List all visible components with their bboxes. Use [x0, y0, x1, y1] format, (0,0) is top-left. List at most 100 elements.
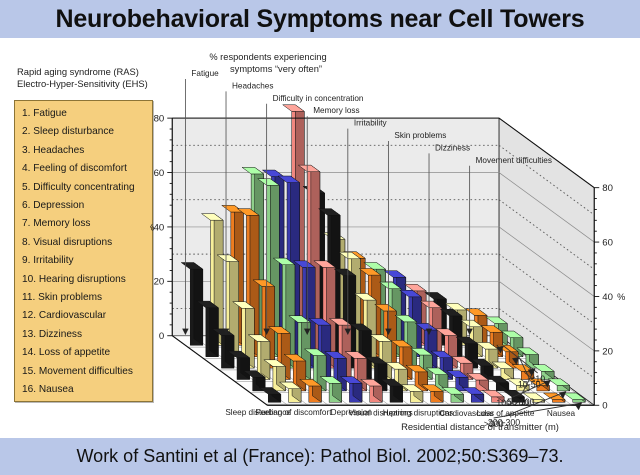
list-item: 11. Skin problems — [22, 292, 103, 304]
bar-top — [401, 384, 424, 392]
bar-chart-3d: 0 0 20 20 40 40 60 60 80 80%% % respondents experi… — [150, 42, 640, 438]
page-title: Neurobehavioral Symptoms near Cell Tower… — [55, 4, 585, 33]
distance-label: 200-300 — [488, 418, 520, 428]
symptom-list: 1. Fatigue 2. Sleep disturbance 3. Heada… — [14, 100, 153, 402]
bar-top — [507, 378, 530, 386]
arrow-head-icon — [574, 402, 582, 411]
chart-note-line-2: symptoms “very often” — [230, 64, 322, 74]
header-band: Neurobehavioral Symptoms near Cell Tower… — [0, 0, 640, 38]
bar-top — [340, 376, 363, 384]
bar-top — [273, 257, 296, 265]
list-item: 7. Memory loss — [22, 218, 91, 230]
category-label-bottom: Feeling of discomfort — [255, 408, 332, 417]
category-label-top: Memory loss — [313, 106, 359, 115]
bar-top — [268, 326, 291, 334]
bar-top — [466, 373, 489, 381]
bar-top — [444, 303, 467, 311]
bar-top — [440, 309, 463, 317]
bar-top — [527, 378, 550, 386]
bar-top — [480, 325, 503, 333]
bar-top — [288, 315, 311, 323]
arrow-head-icon — [385, 328, 392, 335]
bar-top — [237, 208, 260, 216]
arrow-head-icon — [304, 328, 311, 335]
y-tick-label-right: 40 — [602, 292, 613, 303]
bar-top — [455, 336, 478, 344]
bar-top — [380, 379, 403, 387]
bar-top — [430, 350, 453, 358]
arrow-head-icon — [425, 328, 433, 335]
bar-top — [252, 279, 275, 287]
bar-top — [435, 328, 458, 336]
arrow-head-icon — [527, 368, 536, 376]
bar-top — [279, 381, 302, 389]
bar-top — [374, 304, 397, 312]
bar-top — [241, 167, 264, 175]
y-tick-label-right: 0 — [602, 401, 607, 412]
distance-label: 50-100 — [507, 397, 534, 407]
bar-top — [491, 361, 514, 369]
bar-top — [441, 387, 464, 395]
bar-top — [358, 268, 382, 276]
arrow-head-icon — [222, 328, 230, 335]
category-label-top: Irritability — [354, 119, 388, 128]
chart-axes: 0 0 20 20 40 40 60 60 80 80%% % respondents experi… — [150, 52, 625, 432]
bar-top — [248, 334, 271, 342]
bar-top — [232, 301, 255, 309]
distance-label: <10 — [530, 374, 545, 384]
y-tick-label-right: 80 — [602, 183, 613, 194]
bar-top — [313, 260, 336, 268]
bar-top — [304, 348, 327, 356]
bar-top — [308, 318, 332, 326]
legend-heading-line-2: Electro-Hyper-Sensitivity (EHS) — [17, 78, 148, 90]
y-tick-label-left: 20 — [154, 277, 165, 288]
category-label-bottom: Loss of appetite — [477, 409, 535, 418]
y-axis-title-left: % — [150, 222, 154, 232]
bar-top — [532, 364, 555, 372]
bar-top — [446, 370, 469, 378]
list-item: 4. Feeling of discomfort — [22, 163, 127, 175]
category-label-top: Difficulty in concentration — [273, 94, 364, 103]
bar-top — [465, 308, 488, 316]
bar-top — [385, 362, 408, 370]
bar-top — [227, 350, 250, 358]
y-tick-label-left: 60 — [154, 168, 165, 179]
category-label-bottom: Hearing disruptions — [383, 409, 454, 418]
bar-top — [282, 104, 305, 112]
bar-top — [354, 293, 377, 301]
category-label-top: Fatigue — [191, 69, 219, 78]
bar-top — [485, 316, 508, 324]
bar-top — [369, 334, 392, 342]
chart-canvas: 0 0 20 20 40 40 60 60 80 80%% % respondents experi… — [150, 52, 625, 432]
list-item: 2. Sleep disturbance — [22, 126, 115, 138]
arrow-head-icon — [558, 391, 567, 399]
bar-top — [471, 359, 494, 367]
category-label-top: Movement difficulties — [476, 156, 552, 165]
bar-top — [319, 376, 342, 384]
list-item: 6. Depression — [22, 200, 85, 212]
y-tick-label-right: 20 — [602, 346, 613, 357]
category-label-top: Dizziness — [435, 143, 470, 152]
distance-label: 10-50 — [518, 379, 541, 389]
chart-note-line-1: % respondents experiencing — [209, 52, 326, 62]
bar-top — [221, 205, 244, 213]
bar-top — [324, 351, 347, 359]
bar-top — [424, 292, 447, 300]
citation-text: Work of Santini et al (France): Pathol B… — [76, 446, 564, 466]
bar-top — [344, 351, 367, 359]
category-label-bottom: Cardiovascular — [439, 409, 494, 418]
bar-top — [318, 208, 341, 216]
bar-top — [399, 290, 422, 298]
bar-top — [390, 340, 413, 348]
bar-top — [299, 379, 322, 387]
bar-top — [196, 300, 219, 308]
category-label-bottom: Visual disruptions — [349, 408, 413, 417]
list-item: 15. Movement difficulties — [22, 365, 133, 377]
bar-top — [216, 254, 239, 262]
arrow-head-icon — [543, 380, 551, 388]
category-label-bottom: Depression — [331, 408, 373, 417]
category-label-top: Headaches — [232, 81, 273, 90]
bar-top — [461, 387, 485, 395]
list-item: 5. Difficulty concentrating — [22, 181, 135, 193]
